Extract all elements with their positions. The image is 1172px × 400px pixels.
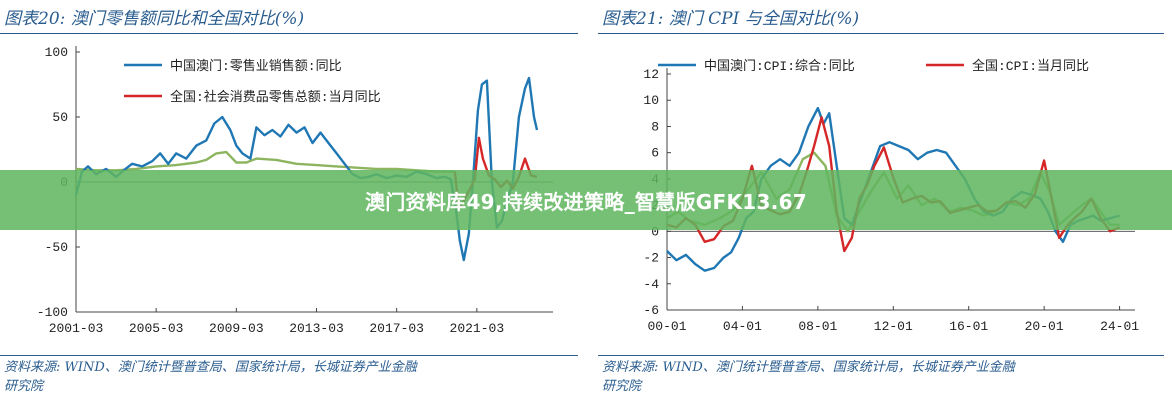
y-tick-label: 6	[651, 146, 659, 161]
x-tick-label: 2005-03	[129, 321, 184, 336]
figure-20-panel: 图表20: 澳门零售额同比和全国对比(%) 100500-50-1002001-…	[0, 9, 578, 396]
overlay-banner: 澳门资料库49,持续改进策略_智慧版GFK13.67	[0, 170, 1172, 230]
figure-21-title: 图表21: 澳门 CPI 与全国对比(%)	[602, 9, 860, 29]
source-rule	[598, 355, 1164, 356]
source-line-1: 资料来源: WIND、澳门统计暨普查局、国家统计局，长城证券产业金融	[602, 360, 1015, 375]
legend-label: 中国澳门:CPI:综合:同比	[704, 58, 855, 74]
y-tick-label: 0	[651, 224, 659, 239]
source-line-1: 资料来源: WIND、澳门统计暨普查局、国家统计局，长城证券产业金融	[4, 360, 417, 375]
x-tick-label: 2009-03	[209, 321, 264, 336]
legend-label: 全国:社会消费品零售总额:当月同比	[170, 89, 381, 105]
source-line-2: 研究院	[4, 379, 44, 394]
y-tick-label: 10	[643, 93, 659, 108]
banner-text: 澳门资料库49,持续改进策略_智慧版GFK13.67	[364, 189, 808, 214]
y-tick-label: 8	[651, 119, 659, 134]
x-tick-label: 00-01	[647, 319, 686, 334]
figure-21-source: 资料来源: WIND、澳门统计暨普查局、国家统计局，长城证券产业金融 研究院	[602, 358, 1172, 396]
figure-20-title: 图表20: 澳门零售额同比和全国对比(%)	[4, 9, 305, 29]
title-rule	[0, 33, 578, 34]
x-tick-label: 12-01	[874, 319, 913, 334]
retail-yoy-chart: 100500-50-1002001-032005-032009-032013-0…	[37, 45, 553, 336]
x-tick-label: 16-01	[949, 319, 988, 334]
x-tick-label: 2017-03	[369, 321, 424, 336]
series-line-green	[75, 150, 455, 173]
x-tick-label: 2001-03	[49, 321, 104, 336]
figure-20-source: 资料来源: WIND、澳门统计暨普查局、国家统计局，长城证券产业金融 研究院	[4, 358, 574, 396]
y-tick-label: 12	[643, 67, 659, 82]
x-tick-label: 2021-03	[450, 321, 505, 336]
x-tick-label: 2013-03	[289, 321, 344, 336]
source-line-2: 研究院	[602, 379, 642, 394]
title-rule	[598, 33, 1164, 34]
x-tick-label: 08-01	[798, 319, 837, 334]
x-tick-label: 20-01	[1025, 319, 1064, 334]
x-tick-label: 24-01	[1100, 319, 1139, 334]
y-tick-label: -100	[37, 305, 68, 320]
y-tick-label: -4	[643, 277, 659, 292]
x-tick-label: 04-01	[723, 319, 762, 334]
source-rule	[0, 355, 578, 356]
y-tick-label: 50	[52, 110, 68, 125]
y-tick-label: -50	[45, 240, 68, 255]
y-tick-label: -2	[643, 251, 659, 266]
legend-label: 全国:CPI:当月同比	[972, 58, 1089, 74]
legend-label: 中国澳门:零售业销售额:同比	[170, 58, 342, 74]
y-tick-label: -6	[643, 303, 659, 318]
series-line-blue	[74, 76, 539, 262]
y-tick-label: 100	[45, 45, 68, 60]
